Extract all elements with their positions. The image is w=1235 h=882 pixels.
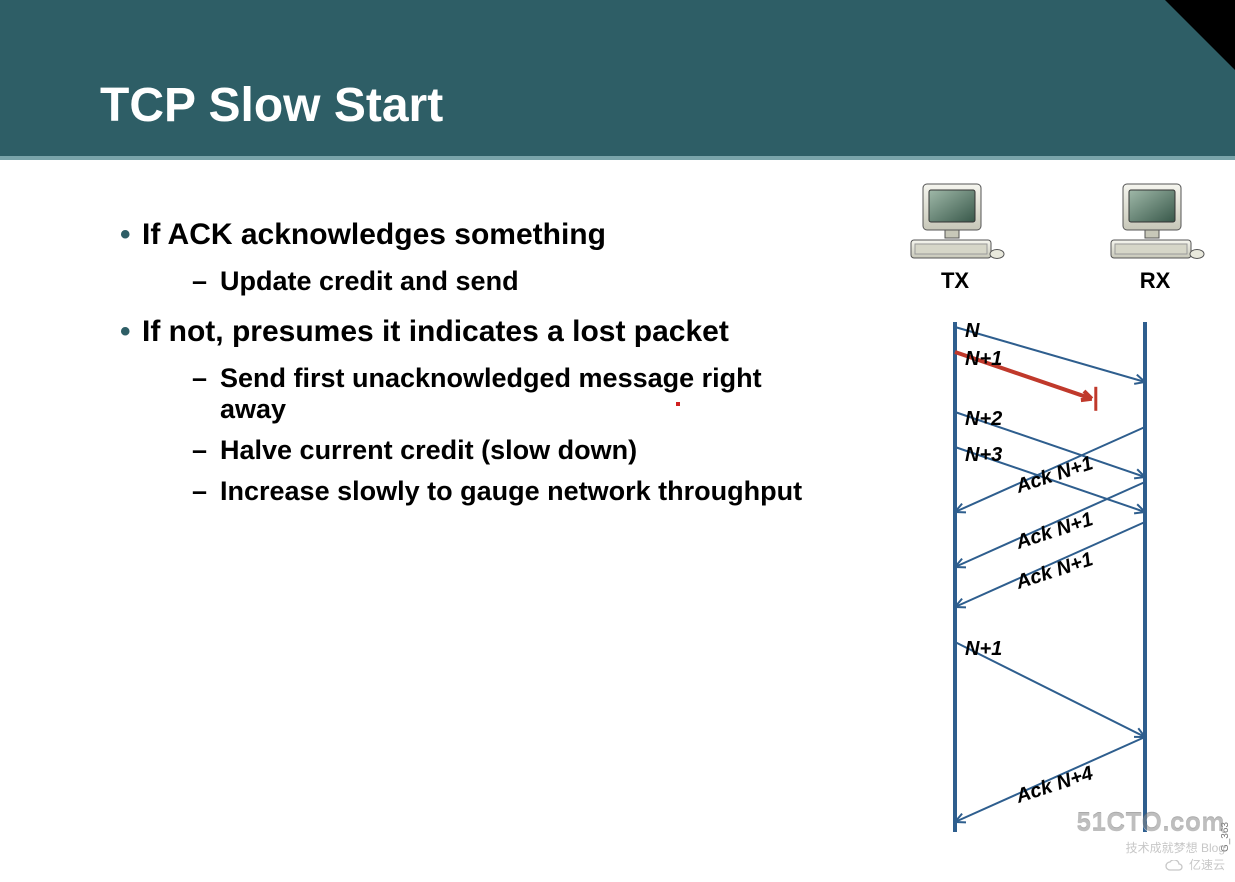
bullet-1: • If ACK acknowledges something — [120, 218, 890, 252]
slide-title: TCP Slow Start — [100, 78, 443, 133]
bullet-dot-icon: • — [120, 218, 142, 252]
bullet-2-sub-1: – Send first unacknowledged message righ… — [192, 363, 890, 425]
bullet-2-sub-1-text: Send first unacknowledged message right … — [220, 363, 780, 425]
bullet-2-sub-3: – Increase slowly to gauge network throu… — [192, 476, 890, 507]
diagram-arrow-label: N — [965, 320, 979, 343]
timeline: NN+1N+2N+3Ack N+1Ack N+1Ack N+1N+1Ack N+… — [895, 322, 1215, 832]
dash-icon: – — [192, 363, 220, 425]
diagram-arrow-label: N+2 — [965, 408, 1002, 431]
bullet-2-sub-2-text: Halve current credit (slow down) — [220, 435, 637, 466]
bullet-list: • If ACK acknowledges something – Update… — [120, 218, 890, 517]
watermark: 51CTO.com 技术成就梦想 Blog 亿速云 — [1076, 804, 1225, 874]
corner-fold-icon — [1165, 0, 1235, 70]
bullet-1-sub-1-text: Update credit and send — [220, 266, 519, 297]
watermark-line2: 技术成就梦想 Blog — [1076, 840, 1225, 857]
bullet-2: • If not, presumes it indicates a lost p… — [120, 315, 890, 349]
slide: TCP Slow Start • If ACK acknowledges som… — [0, 0, 1235, 882]
diagram-arrow-label: N+1 — [965, 638, 1002, 661]
bullet-dot-icon: • — [120, 315, 142, 349]
watermark-line1: 51CTO.com — [1076, 804, 1225, 840]
diagram-arrow-label: N+3 — [965, 444, 1002, 467]
tx-computer-icon: TX — [905, 182, 1005, 294]
dash-icon: – — [192, 435, 220, 466]
watermark-line3: 亿速云 — [1189, 857, 1225, 874]
bullet-1-sub-1: – Update credit and send — [192, 266, 890, 297]
bullet-2-sub-3-text: Increase slowly to gauge network through… — [220, 476, 802, 507]
bullet-2-text: If not, presumes it indicates a lost pac… — [142, 315, 729, 349]
tx-label: TX — [905, 268, 1005, 294]
dash-icon: – — [192, 266, 220, 297]
bullet-2-sub-2: – Halve current credit (slow down) — [192, 435, 890, 466]
sequence-diagram: TX RX NN+1N+2N+3Ack N+1Ack N+1Ack N+1N+1… — [895, 182, 1225, 842]
diagram-arrow-label: N+1 — [965, 348, 1002, 371]
cursor-dot-icon — [676, 402, 680, 406]
bullet-1-text: If ACK acknowledges something — [142, 218, 606, 252]
cloud-icon — [1165, 860, 1183, 872]
dash-icon: – — [192, 476, 220, 507]
title-band: TCP Slow Start — [0, 0, 1235, 160]
rx-computer-icon: RX — [1105, 182, 1205, 294]
rx-label: RX — [1105, 268, 1205, 294]
